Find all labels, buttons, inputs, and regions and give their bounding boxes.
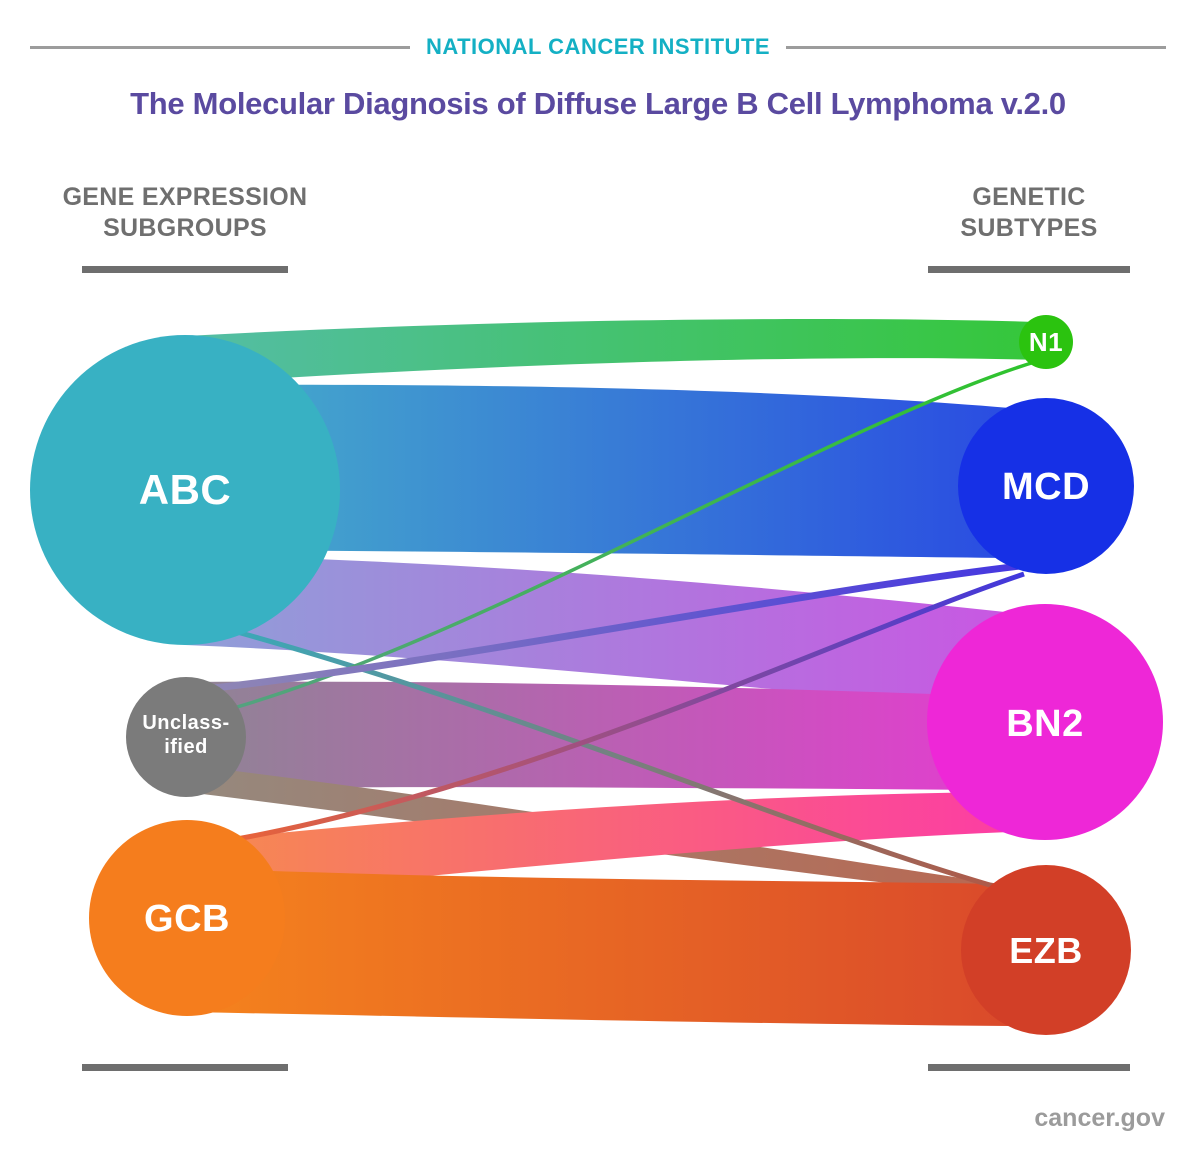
page-title: The Molecular Diagnosis of Diffuse Large… — [130, 86, 1066, 121]
header-rule-right — [786, 45, 1166, 49]
node-n1 — [1019, 315, 1073, 369]
node-bn2-label: BN2 — [1006, 703, 1084, 745]
left-column-heading: GENE EXPRESSION SUBGROUPS — [40, 182, 330, 244]
node-ezb-label: EZB — [1009, 930, 1083, 971]
left-column-heading-line2: SUBGROUPS — [103, 214, 267, 242]
right-heading-underline — [928, 266, 1130, 273]
node-mcd — [958, 398, 1134, 574]
node-bn2 — [927, 604, 1163, 840]
node-unclassified-label-line1: Unclass- — [142, 712, 229, 734]
flow-unclassified-to-bn2 — [186, 681, 990, 790]
flow-unclassified-to-mcd — [213, 562, 1021, 692]
left-column-heading-line1: GENE EXPRESSION — [62, 183, 308, 211]
right-column-heading-line2: SUBTYPES — [960, 214, 1098, 242]
right-column-heading-line1: GENETIC — [972, 183, 1086, 211]
header-rule-left — [30, 45, 410, 49]
node-gcb — [89, 820, 285, 1016]
left-bottom-rule — [82, 1064, 288, 1071]
node-unclassified-label-line2: ified — [164, 736, 208, 758]
node-mcd-label: MCD — [1002, 466, 1090, 508]
flow-gcb-to-bn2 — [187, 792, 1010, 898]
site-credit: cancer.gov — [1034, 1104, 1165, 1132]
flow-abc-to-n1 — [185, 318, 1040, 384]
right-bottom-rule — [928, 1064, 1130, 1071]
left-heading-underline — [82, 266, 288, 273]
flow-abc-to-mcd — [185, 384, 1010, 558]
flow-gcb-to-ezb — [187, 868, 1010, 1026]
node-abc-label: ABC — [139, 466, 232, 513]
right-column-heading: GENETIC SUBTYPES — [904, 182, 1154, 244]
header: NATIONAL CANCER INSTITUTE — [30, 34, 1166, 60]
flow-gcb-to-mcd — [213, 571, 1025, 846]
node-ezb — [961, 865, 1131, 1035]
node-n1-label: N1 — [1029, 327, 1063, 357]
node-gcb-label: GCB — [144, 898, 230, 940]
node-abc — [30, 335, 340, 645]
node-unclassified — [126, 677, 246, 797]
brand-title: NATIONAL CANCER INSTITUTE — [425, 34, 771, 59]
